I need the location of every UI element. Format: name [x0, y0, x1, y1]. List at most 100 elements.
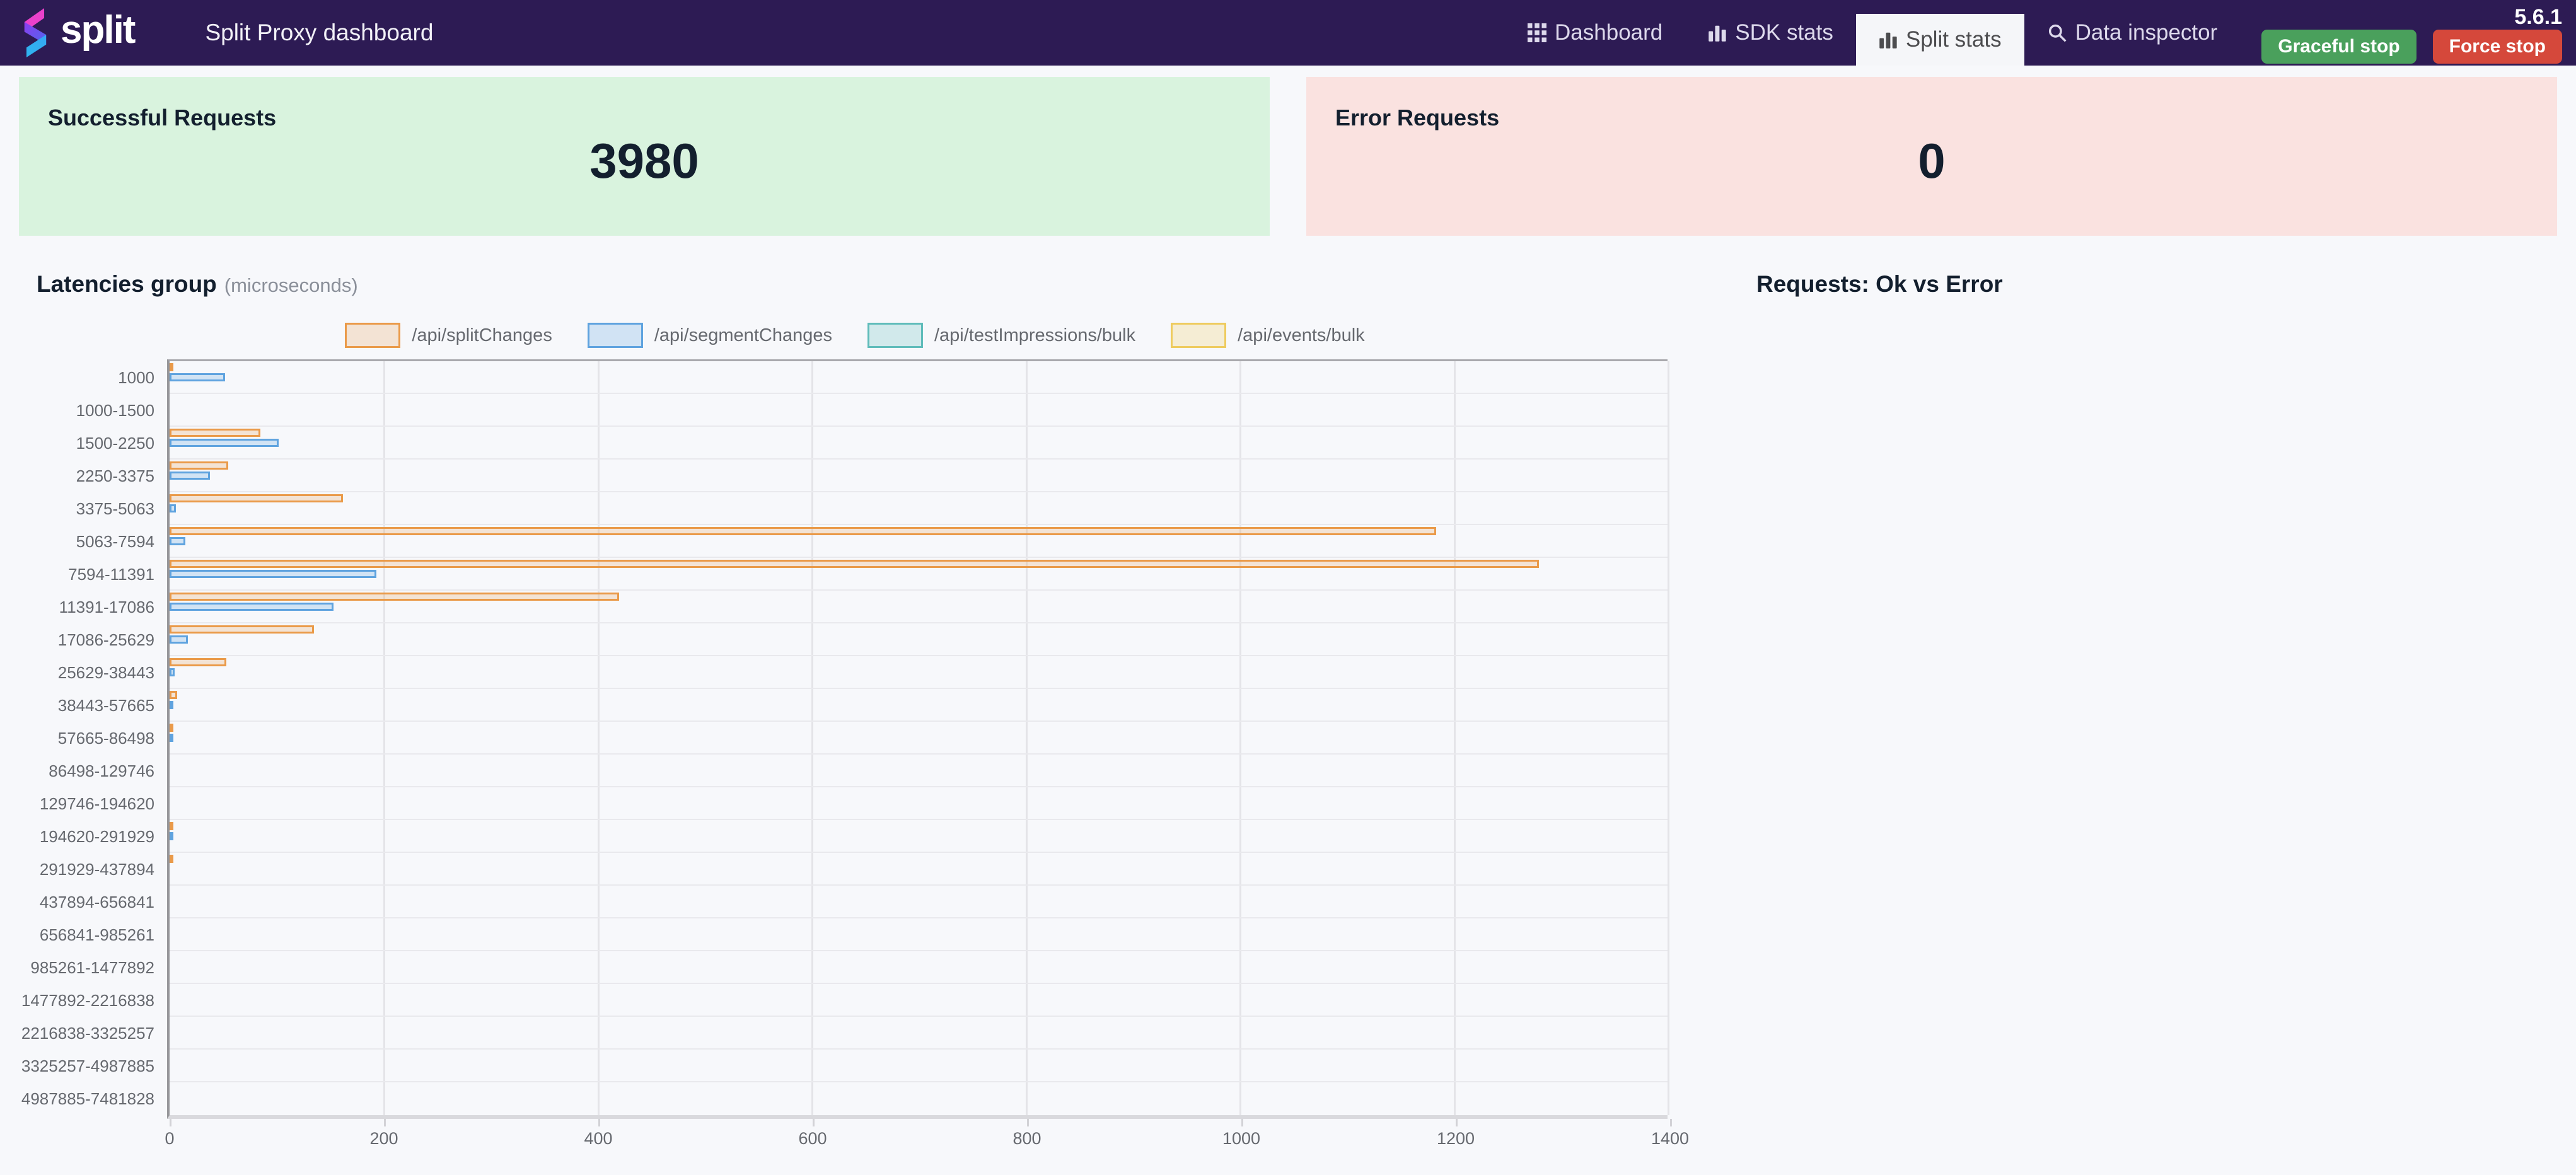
legend-item[interactable]: /api/events/bulk: [1171, 323, 1365, 348]
y-axis-label: 25629-38443: [57, 663, 154, 682]
chart-row: [170, 951, 1668, 984]
legend-item[interactable]: /api/splitChanges: [345, 323, 552, 348]
force-stop-button[interactable]: Force stop: [2432, 30, 2562, 64]
latency-bar: [170, 593, 619, 601]
x-axis: 0 200 400 600 800 1000 1200 1400: [165, 1119, 1689, 1154]
y-axis-label: 17086-25629: [57, 630, 154, 649]
nav-item-label: Dashboard: [1555, 20, 1663, 45]
latency-bar: [170, 363, 173, 371]
nav-item-data-inspector[interactable]: Data inspector: [2024, 0, 2241, 66]
latency-bar: [170, 373, 226, 381]
x-axis-label: 600: [798, 1129, 827, 1148]
gridline: [811, 361, 814, 1115]
latency-bar: [170, 625, 315, 634]
chart-row: [170, 460, 1668, 492]
error-requests-value: 0: [1918, 132, 1946, 188]
y-axis-label: 7594-11391: [68, 565, 154, 584]
chart-row: [170, 394, 1668, 427]
graceful-stop-button[interactable]: Graceful stop: [2261, 30, 2416, 64]
y-axis-label: 1477892-2216838: [21, 991, 154, 1010]
latency-section-title: Latencies group: [37, 271, 217, 297]
x-axis-tick: [1241, 1119, 1243, 1126]
successful-requests-card: Successful Requests 3980: [19, 77, 1270, 236]
chart-row: [170, 1082, 1668, 1115]
successful-requests-label: Successful Requests: [48, 105, 277, 130]
nav-item-label: SDK stats: [1735, 20, 1833, 45]
page-title: Split Proxy dashboard: [205, 20, 434, 45]
y-axis-label: 194620-291929: [39, 827, 154, 846]
chart-row: [170, 558, 1668, 591]
latency-section-subtitle: (microseconds): [224, 274, 358, 296]
chart-row: [170, 1050, 1668, 1082]
legend-item-label: /api/splitChanges: [412, 325, 552, 345]
x-axis-tick: [384, 1119, 386, 1126]
gridline: [1025, 361, 1028, 1115]
stop-buttons: Graceful stop Force stop: [2261, 30, 2562, 64]
latency-bar: [170, 504, 177, 512]
latency-bar: [170, 668, 175, 676]
summary-cards: Successful Requests 3980 Error Requests …: [19, 77, 2557, 236]
latency-section: Latencies group (microseconds) /api/spli…: [0, 271, 1710, 1154]
bar-chart-icon: [1709, 25, 1726, 42]
legend-item[interactable]: /api/testImpressions/bulk: [867, 323, 1135, 348]
chart-row: [170, 820, 1668, 853]
y-axis-label: 656841-985261: [39, 925, 154, 944]
x-axis-label: 800: [1012, 1129, 1041, 1148]
latency-bar: [170, 658, 226, 666]
nav-item-split-stats[interactable]: Split stats: [1855, 14, 2024, 66]
x-axis-tick: [598, 1119, 600, 1126]
nav-item-label: Split stats: [1905, 27, 2002, 52]
main-content: Latencies group (microseconds) /api/spli…: [0, 271, 2576, 1154]
successful-requests-value: 3980: [589, 132, 699, 188]
y-axis-label: 2216838-3325257: [21, 1024, 154, 1043]
bar-chart-icon: [1879, 32, 1897, 49]
chart-row: [170, 623, 1668, 656]
legend-item-label: /api/segmentChanges: [654, 325, 832, 345]
y-axis-label: 57665-86498: [57, 729, 154, 748]
y-axis-label: 3375-5063: [76, 499, 154, 518]
y-axis-label: 1000-1500: [76, 401, 154, 420]
app-header: split Split Proxy dashboard Dashboard SD…: [0, 0, 2576, 66]
latency-bar: [170, 635, 188, 644]
requests-section: Requests: Ok vs Error: [1710, 271, 2576, 1154]
x-axis-label: 1200: [1436, 1129, 1475, 1148]
latency-plot: [167, 359, 1669, 1119]
y-axis-label: 38443-57665: [57, 696, 154, 715]
x-axis-tick: [170, 1119, 171, 1126]
y-axis-label: 1000: [118, 368, 154, 387]
latency-bar: [170, 701, 173, 709]
chart-row: [170, 787, 1668, 820]
chart-row: [170, 591, 1668, 623]
legend-swatch: [867, 323, 923, 348]
nav-item-label: Data inspector: [2075, 20, 2218, 45]
x-axis-tick: [1456, 1119, 1458, 1126]
chart-row: [170, 656, 1668, 689]
main-nav: Dashboard SDK stats Split stats Data ins…: [1505, 0, 2240, 66]
chart-row: [170, 984, 1668, 1017]
latency-bar: [170, 461, 229, 470]
x-axis-tick: [813, 1119, 815, 1126]
latency-bar: [170, 734, 173, 742]
y-axis-label: 11391-17086: [59, 598, 154, 616]
chart-row: [170, 853, 1668, 886]
nav-item-dashboard[interactable]: Dashboard: [1505, 0, 1685, 66]
legend-item[interactable]: /api/segmentChanges: [587, 323, 832, 348]
nav-item-sdk-stats[interactable]: SDK stats: [1685, 0, 1856, 66]
gridline: [597, 361, 600, 1115]
chart-row: [170, 755, 1668, 787]
chart-row: [170, 886, 1668, 918]
latency-bar: [170, 537, 186, 545]
search-icon: [2048, 24, 2067, 42]
latency-bar: [170, 494, 343, 502]
latency-bar: [170, 560, 1540, 568]
latency-bar: [170, 832, 173, 840]
latency-bar: [170, 855, 173, 863]
latency-bar: [170, 822, 173, 830]
error-requests-label: Error Requests: [1335, 105, 1500, 130]
y-axis-label: 129746-194620: [39, 794, 154, 813]
latency-bar: [170, 527, 1437, 535]
error-requests-card: Error Requests 0: [1306, 77, 2557, 236]
latency-bar: [170, 691, 177, 699]
gridline: [383, 361, 386, 1115]
latency-bar: [170, 472, 211, 480]
